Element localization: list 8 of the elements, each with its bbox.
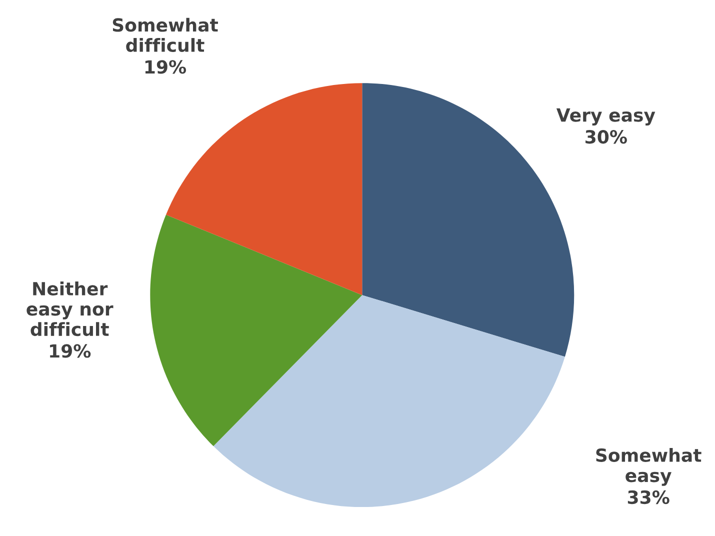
data-label: 33% bbox=[628, 490, 670, 504]
data-label: 19% bbox=[145, 60, 186, 74]
slice-label: Neither easy nor difficult bbox=[26, 282, 114, 336]
slice-label: Somewhat easy bbox=[596, 448, 702, 486]
slice-label: Very easy bbox=[556, 108, 656, 126]
slice-label: Somewhat difficult bbox=[112, 18, 218, 52]
data-label: 30% bbox=[586, 130, 627, 144]
data-label: 19% bbox=[50, 344, 91, 358]
